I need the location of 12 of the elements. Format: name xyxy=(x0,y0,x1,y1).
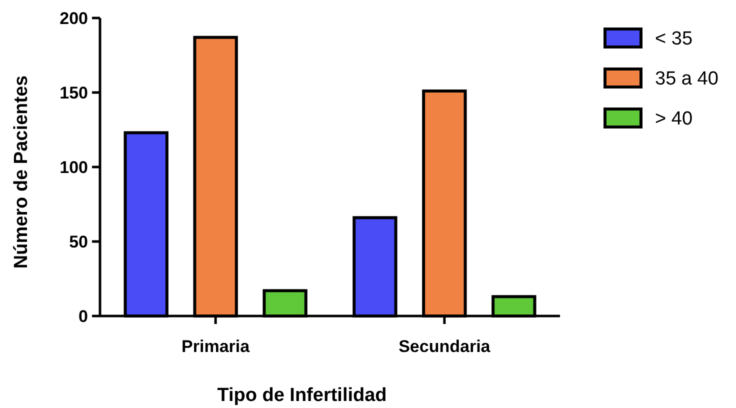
x-axis-title: Tipo de Infertilidad xyxy=(217,385,387,406)
x-tick-label: Primaria xyxy=(182,337,250,356)
y-tick-label: 100 xyxy=(60,158,88,177)
y-tick-label: 200 xyxy=(60,8,88,28)
y-tick-label: 150 xyxy=(60,83,88,102)
y-tick-label: 50 xyxy=(69,232,88,252)
legend-label: 35 a 40 xyxy=(655,68,718,90)
legend-label: < 35 xyxy=(655,28,693,50)
y-axis-title: Número de Pacientes xyxy=(11,75,32,269)
y-tick-label: 0 xyxy=(78,306,88,326)
legend-label: > 40 xyxy=(655,108,693,130)
x-tick-label: Secundaria xyxy=(398,337,491,356)
